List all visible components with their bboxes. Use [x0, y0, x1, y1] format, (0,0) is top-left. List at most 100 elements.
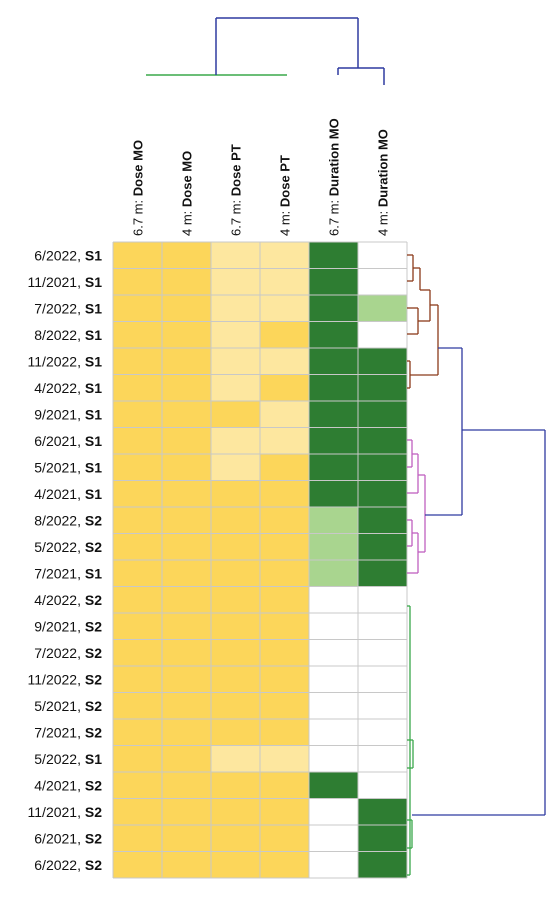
heatmap-cell: [260, 692, 309, 719]
heatmap-cell: [211, 242, 260, 269]
heatmap-cell: [358, 798, 407, 825]
column-label-name: Dose PT: [278, 155, 293, 207]
column-label: 4 m: Dose PT: [278, 155, 293, 236]
heatmap-cell: [211, 374, 260, 401]
heatmap-cell: [260, 374, 309, 401]
heatmap-cell: [211, 825, 260, 852]
heatmap-cell: [211, 772, 260, 799]
row-label-date: 6/2021,: [34, 433, 85, 449]
heatmap-cell: [260, 798, 309, 825]
heatmap-cell: [113, 401, 162, 428]
heatmap-cell: [260, 745, 309, 772]
heatmap-cell: [358, 268, 407, 295]
heatmap-cell: [113, 613, 162, 640]
row-label-site: S1: [85, 486, 102, 502]
heatmap-cell: [358, 242, 407, 269]
heatmap-cell: [162, 374, 211, 401]
row-label: 5/2021, S1: [34, 459, 102, 475]
row-label-site: S1: [85, 274, 102, 290]
heatmap-cell: [358, 719, 407, 746]
heatmap-cell: [162, 348, 211, 375]
heatmap-cell: [358, 295, 407, 322]
row-label-site: S1: [85, 300, 102, 316]
row-label-site: S1: [85, 327, 102, 343]
heatmap-cell: [309, 560, 358, 587]
column-label-name: Dose PT: [229, 144, 244, 196]
heatmap-cell: [309, 613, 358, 640]
heatmap-cell: [113, 692, 162, 719]
row-label: 4/2021, S2: [34, 777, 102, 793]
heatmap-cell: [309, 586, 358, 613]
heatmap-cell: [309, 825, 358, 852]
heatmap-cell: [260, 268, 309, 295]
heatmap-cell: [358, 639, 407, 666]
heatmap-cell: [260, 586, 309, 613]
row-label: 7/2021, S1: [34, 565, 102, 581]
column-label-prefix: 6.7 m:: [229, 196, 244, 236]
heatmap-cell: [211, 719, 260, 746]
heatmap-cell: [162, 533, 211, 560]
heatmap-cell: [162, 560, 211, 587]
heatmap-cell: [309, 772, 358, 799]
row-label-site: S2: [85, 830, 102, 846]
heatmap-cell: [162, 295, 211, 322]
row-label-site: S2: [85, 777, 102, 793]
heatmap-cell: [211, 295, 260, 322]
column-label-prefix: 4 m:: [180, 207, 195, 236]
heatmap-cell: [162, 586, 211, 613]
row-label-date: 7/2022,: [34, 645, 85, 661]
heatmap-cell: [113, 798, 162, 825]
heatmap-cell: [358, 533, 407, 560]
heatmap-cell: [162, 825, 211, 852]
heatmap-cell: [309, 507, 358, 534]
heatmap-cell: [162, 851, 211, 878]
row-label-date: 7/2021,: [34, 724, 85, 740]
heatmap-cell: [260, 666, 309, 693]
row-label-site: S1: [85, 459, 102, 475]
row-label: 5/2021, S2: [34, 698, 102, 714]
heatmap-cell: [113, 772, 162, 799]
heatmap-cell: [309, 851, 358, 878]
heatmap-cell: [113, 427, 162, 454]
row-label: 8/2022, S2: [34, 512, 102, 528]
heatmap-cell: [113, 639, 162, 666]
heatmap-cell: [211, 268, 260, 295]
column-label-prefix: 6.7 m:: [131, 196, 146, 236]
heatmap-cell: [113, 374, 162, 401]
row-label-date: 11/2022,: [28, 353, 85, 369]
heatmap-cell: [309, 348, 358, 375]
column-label-prefix: 4 m:: [278, 207, 293, 236]
heatmap-cell: [162, 798, 211, 825]
heatmap-cell: [113, 533, 162, 560]
row-label-date: 6/2021,: [34, 830, 85, 846]
row-label: 8/2022, S1: [34, 327, 102, 343]
heatmap-cell: [211, 401, 260, 428]
row-label: 4/2022, S1: [34, 380, 102, 396]
heatmap-cell: [260, 639, 309, 666]
heatmap-cell: [162, 745, 211, 772]
row-label: 11/2022, S2: [28, 671, 103, 687]
heatmap-cell: [358, 507, 407, 534]
row-label-site: S1: [85, 406, 102, 422]
heatmap-cell: [309, 745, 358, 772]
column-label-name: Duration MO: [376, 129, 391, 207]
row-label: 5/2022, S1: [34, 751, 102, 767]
column-label: 6.7 m: Dose PT: [229, 144, 244, 236]
row-label-date: 5/2021,: [34, 459, 85, 475]
row-label: 6/2022, S1: [34, 247, 102, 263]
row-label-date: 7/2022,: [34, 300, 85, 316]
heatmap-cell: [162, 480, 211, 507]
heatmap-cell: [358, 480, 407, 507]
row-label-site: S1: [85, 751, 102, 767]
heatmap-cell: [309, 242, 358, 269]
heatmap-cell: [358, 374, 407, 401]
column-label: 4 m: Dose MO: [180, 151, 195, 236]
heatmap-cell: [211, 851, 260, 878]
heatmap-cell: [309, 454, 358, 481]
row-label: 7/2021, S2: [34, 724, 102, 740]
heatmap-cell: [211, 454, 260, 481]
row-label-site: S2: [85, 804, 102, 820]
heatmap-cell: [162, 454, 211, 481]
row-label-date: 4/2022,: [34, 380, 85, 396]
